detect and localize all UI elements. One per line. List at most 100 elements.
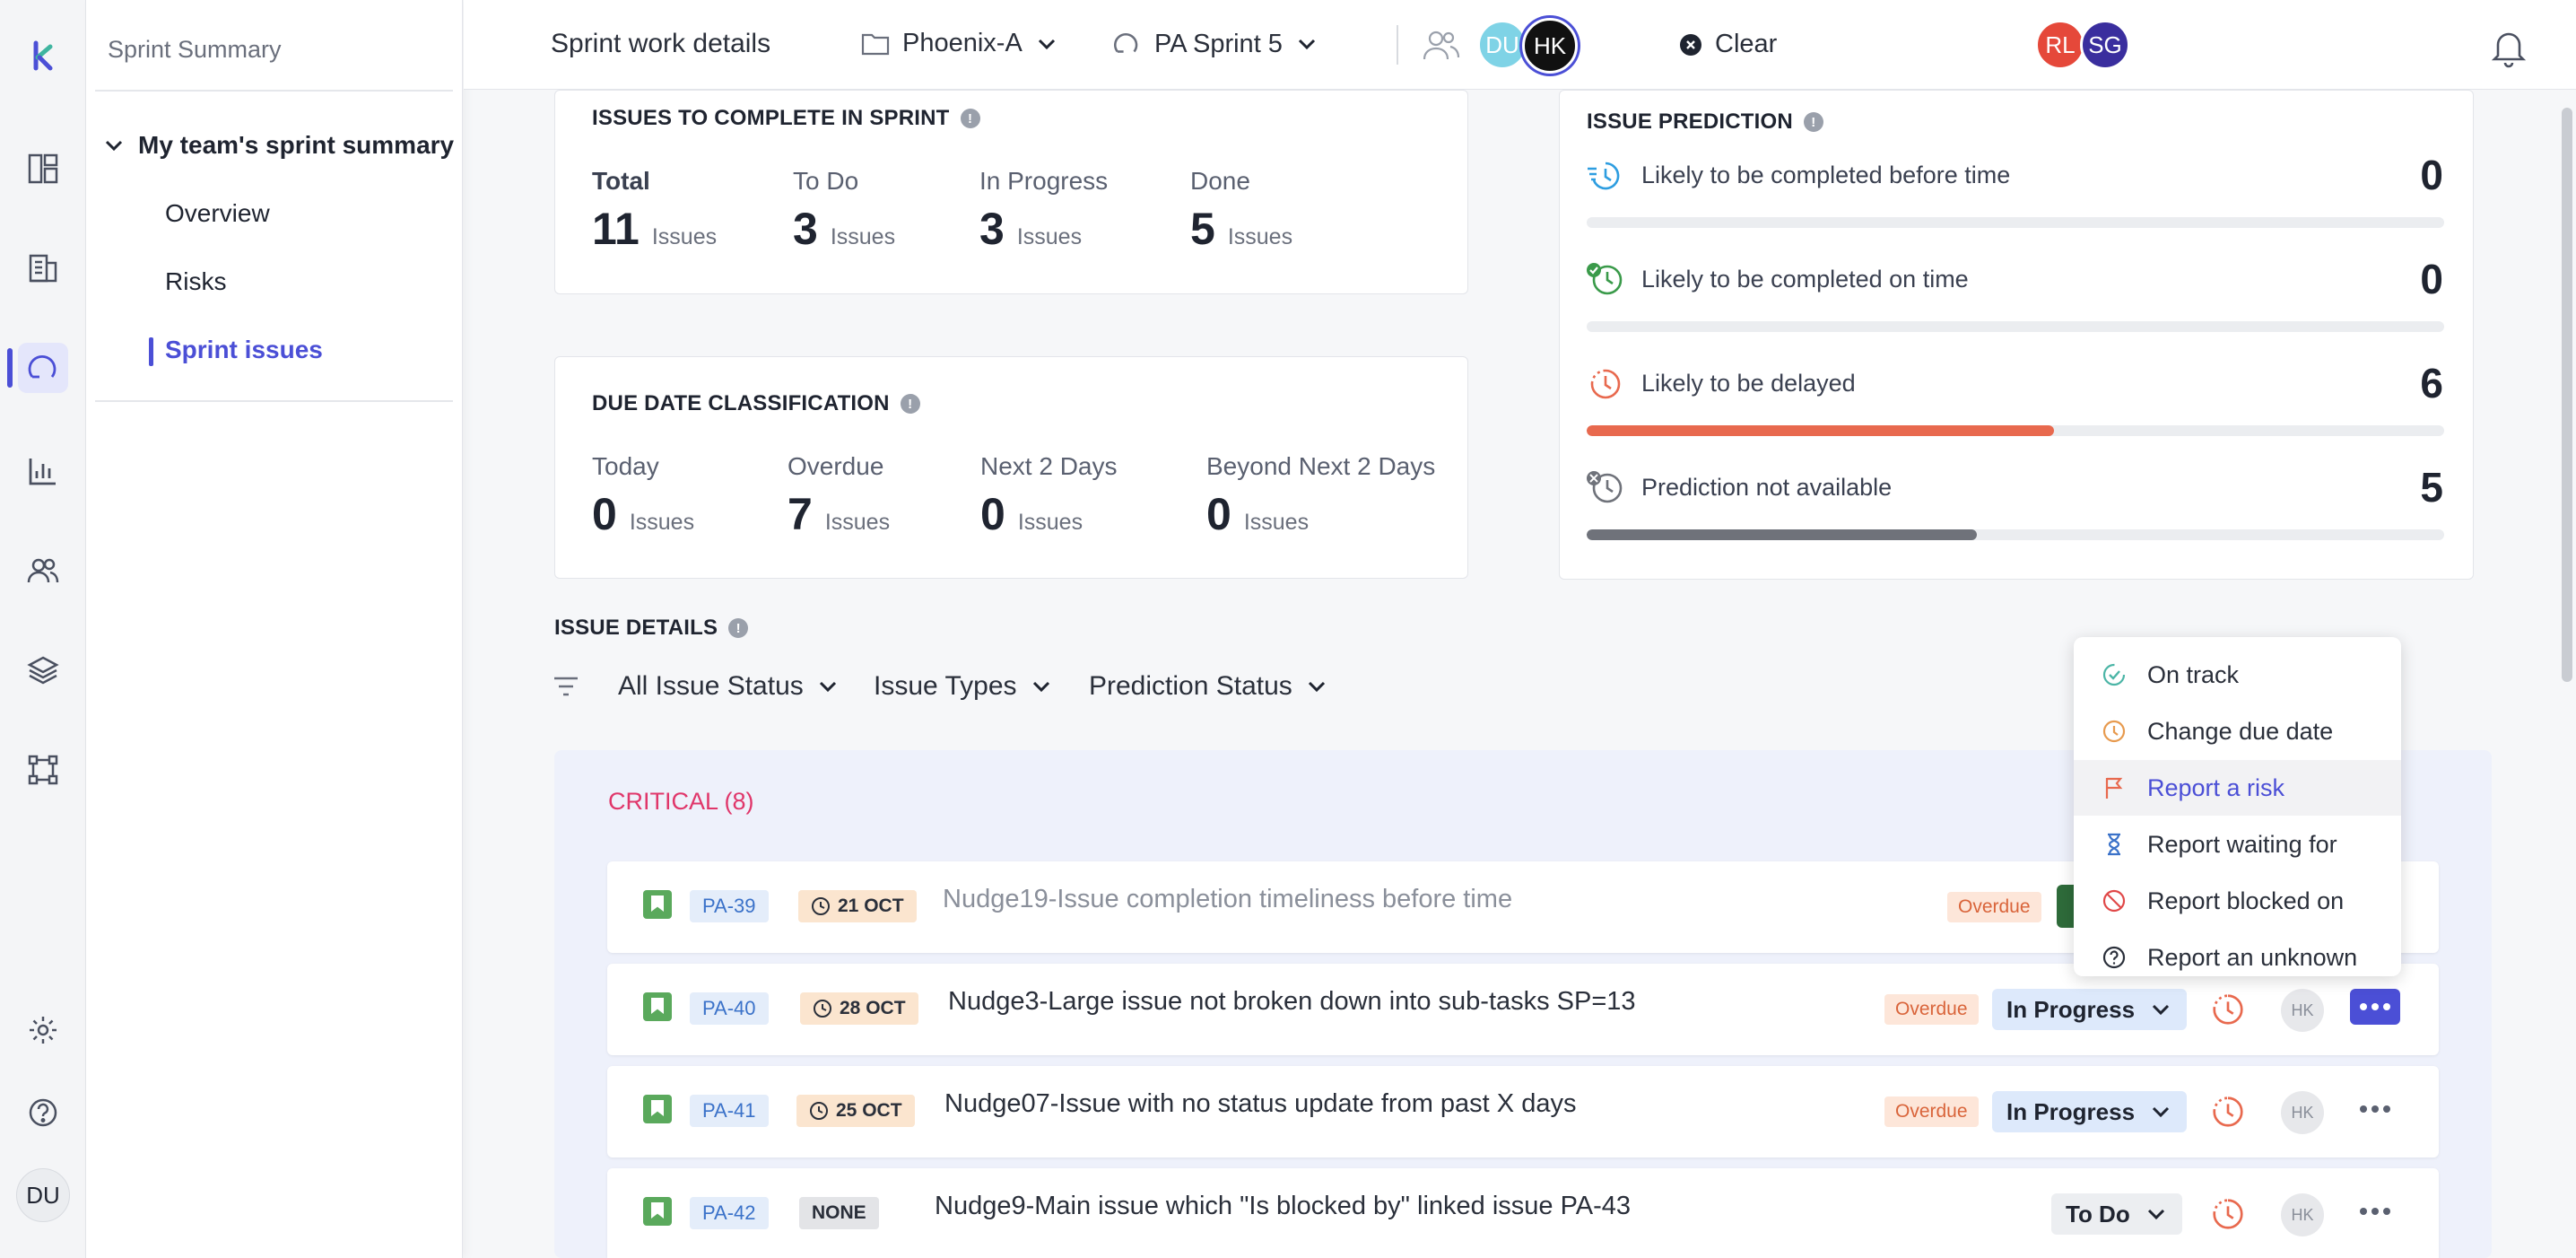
status-dropdown[interactable]: In Progress	[1992, 989, 2188, 1030]
issue-title[interactable]: Nudge3-Large issue not broken down into …	[948, 987, 1636, 1016]
filter-issue-types[interactable]: Issue Types	[874, 671, 1053, 702]
prediction-bar-fill	[1587, 425, 2055, 436]
avatar-sg[interactable]: SG	[2080, 20, 2130, 70]
avatar-hk[interactable]: HK	[1522, 18, 1578, 74]
filter-label: All Issue Status	[618, 671, 804, 701]
reports-icon[interactable]	[18, 243, 68, 293]
menu-item-change-due-date[interactable]: Change due date	[2074, 703, 2401, 759]
settings-icon[interactable]	[18, 1005, 68, 1055]
delayed-clock-icon	[1590, 369, 1621, 399]
due-date-badge: NONE	[799, 1197, 879, 1229]
chevron-down-icon	[2153, 1106, 2170, 1118]
prediction-bar-not-available	[1587, 529, 2444, 540]
issue-row-pa-41[interactable]: PA-41 25 OCT Nudge07-Issue with no statu…	[607, 1066, 2439, 1158]
avatar-initials: HK	[1533, 31, 1567, 59]
stat-label-beyond: Beyond Next 2 Days	[1206, 452, 1436, 480]
story-icon	[643, 890, 672, 919]
menu-item-report-unknown[interactable]: Report an unknown	[2074, 930, 2401, 985]
info-icon[interactable]: !	[900, 394, 920, 414]
project-selector[interactable]: Phoenix-A	[861, 29, 1058, 58]
status-dropdown[interactable]: In Progress	[1992, 1091, 2188, 1132]
menu-item-report-risk[interactable]: Report a risk	[2074, 760, 2401, 816]
team-filter-icon[interactable]	[1422, 27, 1461, 63]
status-label: In Progress	[2006, 995, 2136, 1023]
sidebar-item-overview[interactable]: Overview	[165, 199, 270, 227]
stat-number: 3	[793, 204, 818, 254]
page-scrollbar[interactable]	[2562, 108, 2572, 682]
sprint-selector[interactable]: PA Sprint 5	[1111, 29, 1318, 59]
assignee-avatar[interactable]: HK	[2281, 1193, 2324, 1236]
story-icon	[643, 992, 672, 1021]
issue-key[interactable]: PA-41	[690, 1095, 769, 1127]
team-icon[interactable]	[18, 546, 68, 596]
filter-prediction-status[interactable]: Prediction Status	[1089, 671, 1328, 702]
project-name: Phoenix-A	[902, 29, 1023, 57]
card-title: ISSUES TO COMPLETE IN SPRINT	[592, 106, 950, 130]
menu-item-on-track[interactable]: On track	[2074, 647, 2401, 703]
filter-label: Issue Types	[874, 671, 1017, 701]
divider	[1397, 25, 1398, 65]
stat-label-todo: To Do	[793, 167, 859, 195]
stat-number: 0	[1206, 489, 1231, 539]
stat-label-today: Today	[592, 452, 659, 480]
status-dropdown[interactable]: To Do	[2051, 1193, 2182, 1235]
issue-title[interactable]: Nudge9-Main issue which "Is blocked by" …	[935, 1192, 1632, 1220]
issue-title[interactable]: Nudge07-Issue with no status update from…	[944, 1089, 1577, 1118]
clear-label: Clear	[1715, 30, 1778, 58]
notification-bell-icon[interactable]	[2489, 27, 2528, 68]
workflow-icon[interactable]	[18, 745, 68, 795]
stat-unit: Issues	[1016, 224, 1083, 249]
avatar-rl[interactable]: RL	[2035, 20, 2085, 70]
info-icon[interactable]: !	[1803, 112, 1823, 132]
issue-row-pa-42[interactable]: PA-42 NONE Nudge9-Main issue which "Is b…	[607, 1168, 2439, 1258]
page-title: Sprint work details	[551, 29, 771, 58]
issue-title[interactable]: Nudge19-Issue completion timeliness befo…	[943, 885, 1513, 913]
more-options-button[interactable]	[2350, 1193, 2400, 1229]
before-time-clock-icon	[1588, 162, 1620, 190]
more-options-button[interactable]	[2350, 989, 2400, 1025]
sprint-name: PA Sprint 5	[1154, 29, 1283, 58]
divider	[95, 400, 453, 402]
close-circle-icon	[1680, 33, 1701, 56]
info-icon[interactable]: !	[728, 618, 749, 638]
due-date: 21 OCT	[838, 895, 904, 916]
blocked-icon	[2102, 889, 2126, 913]
prediction-bar-on-time	[1587, 321, 2444, 332]
story-icon	[643, 1095, 672, 1123]
dashboard-icon[interactable]	[18, 144, 68, 194]
menu-item-label: Report waiting for	[2147, 830, 2337, 858]
sprint-icon[interactable]	[7, 343, 68, 393]
sidebar-group-team-summary[interactable]: My team's sprint summary	[102, 131, 454, 160]
assignee-avatar[interactable]: HK	[2281, 989, 2324, 1032]
secondary-sidebar: Sprint Summary My team's sprint summary …	[86, 0, 463, 1258]
stat-number: 3	[979, 204, 1005, 254]
issue-key[interactable]: PA-42	[690, 1197, 769, 1229]
group-label-critical[interactable]: CRITICAL (8)	[608, 788, 754, 815]
filter-issue-status[interactable]: All Issue Status	[618, 671, 840, 702]
issue-key[interactable]: PA-40	[690, 992, 769, 1025]
clear-button[interactable]: Clear	[1679, 30, 1777, 59]
stat-number: 7	[788, 489, 813, 539]
icon-rail: DU	[0, 0, 86, 1258]
stat-unit: Issues	[1243, 510, 1310, 535]
app-logo-icon[interactable]	[18, 31, 68, 81]
user-avatar[interactable]: DU	[16, 1168, 70, 1222]
info-icon[interactable]: !	[960, 109, 980, 128]
more-options-button[interactable]	[2350, 1091, 2400, 1127]
avatar-du[interactable]: DU	[1477, 20, 1527, 70]
issue-row-pa-40[interactable]: PA-40 28 OCT Nudge3-Large issue not brok…	[607, 964, 2439, 1055]
avatar-initials: RL	[2045, 31, 2076, 58]
layers-icon[interactable]	[18, 645, 68, 695]
filter-icon[interactable]	[553, 675, 579, 698]
help-icon[interactable]	[18, 1088, 68, 1138]
sidebar-item-risks[interactable]: Risks	[165, 267, 227, 295]
menu-item-report-blocked[interactable]: Report blocked on	[2074, 873, 2401, 929]
sidebar-item-sprint-issues[interactable]: Sprint issues	[149, 336, 323, 366]
assignee-avatar[interactable]: HK	[2281, 1091, 2324, 1134]
menu-item-report-waiting[interactable]: Report waiting for	[2074, 817, 2401, 872]
chevron-down-icon	[1308, 681, 1325, 693]
analytics-icon[interactable]	[18, 446, 68, 496]
hourglass-icon	[2108, 833, 2120, 856]
prediction-label-not-available: Prediction not available	[1641, 474, 1893, 501]
issue-key[interactable]: PA-39	[690, 890, 769, 922]
